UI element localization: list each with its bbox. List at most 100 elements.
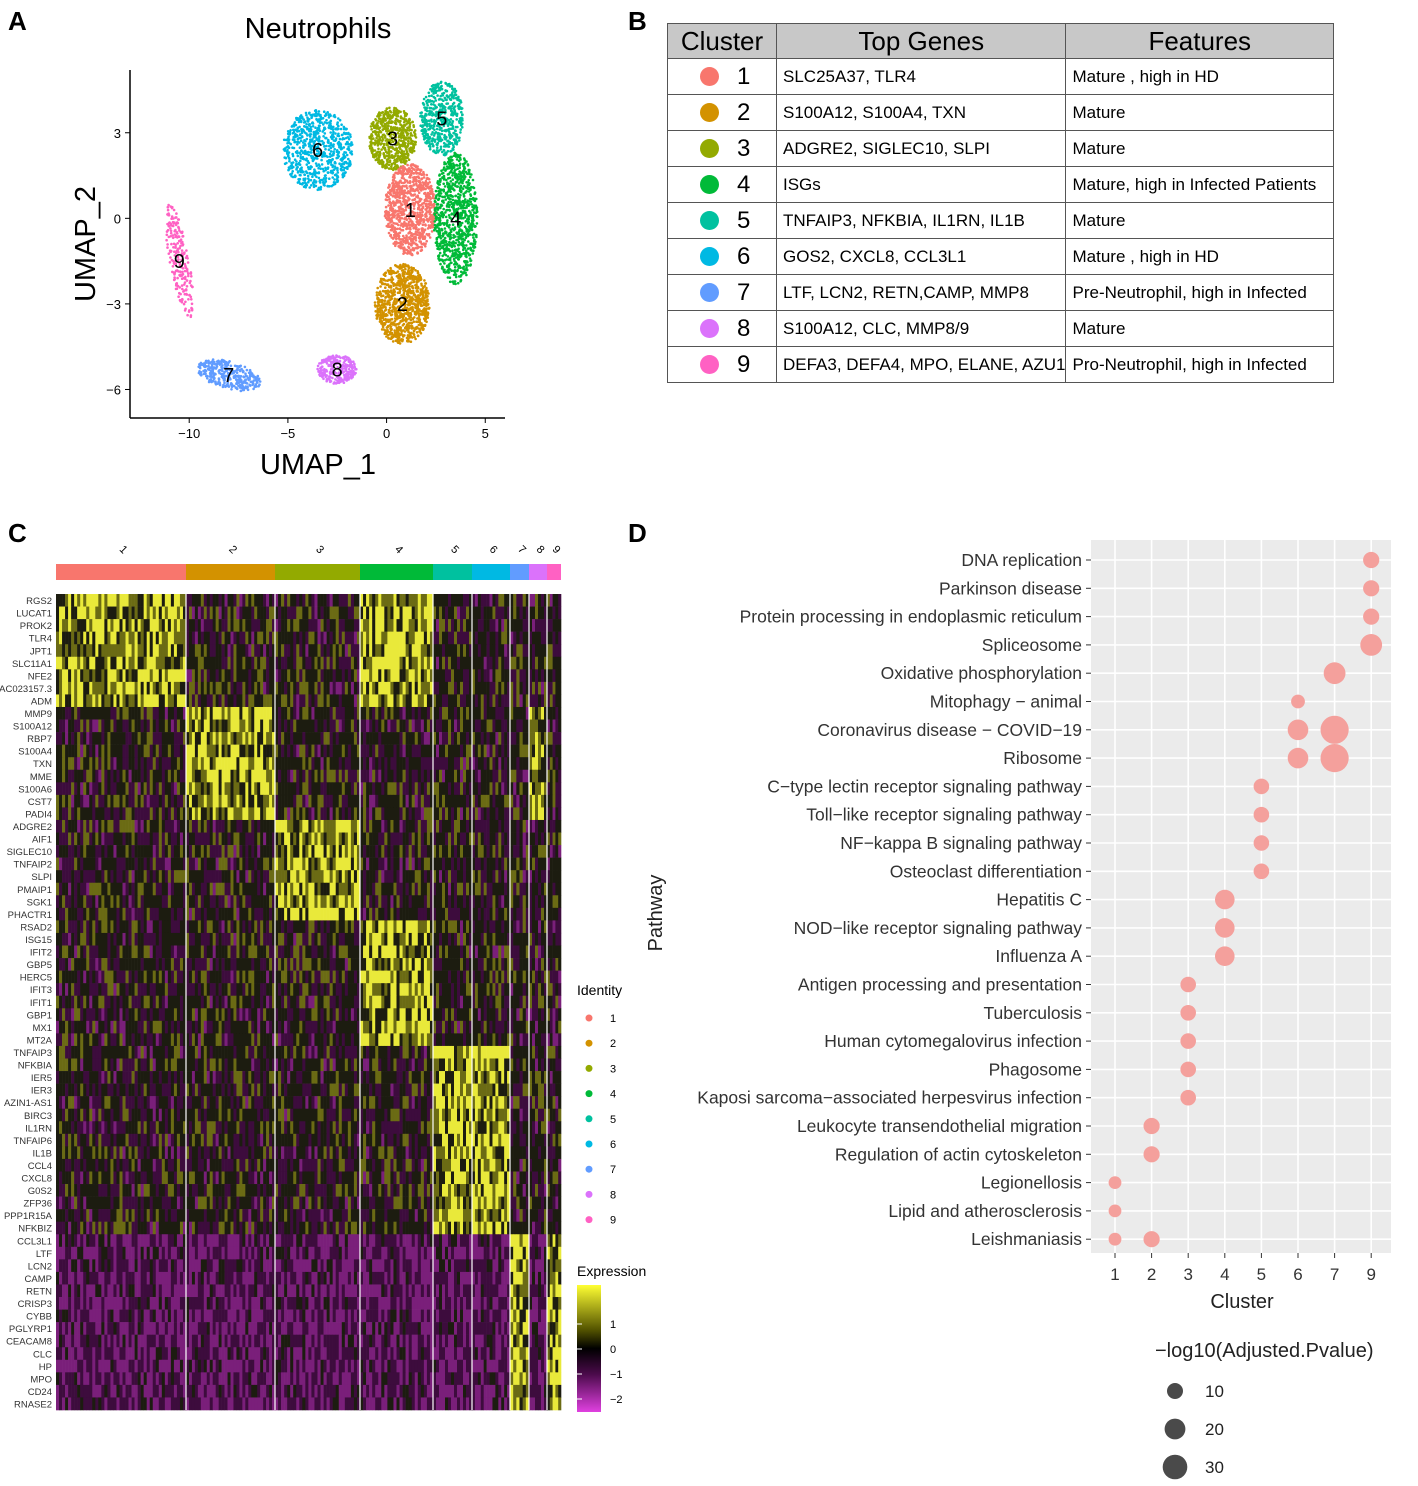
umap-point: [467, 240, 470, 243]
umap-point: [403, 217, 407, 221]
umap-point: [471, 252, 475, 255]
umap-point: [343, 137, 346, 141]
umap-point: [456, 255, 459, 259]
umap-point: [332, 168, 336, 171]
umap-point: [302, 185, 306, 189]
umap-point: [410, 234, 414, 238]
umap-point: [421, 181, 425, 184]
umap-point: [447, 83, 450, 86]
umap-point: [440, 129, 444, 132]
umap-point: [305, 113, 308, 117]
umap-point: [425, 217, 429, 221]
umap-point: [344, 358, 348, 362]
umap-point: [315, 131, 319, 134]
umap-point: [426, 316, 430, 319]
umap-point: [345, 132, 348, 135]
umap-point: [423, 123, 427, 127]
umap-point: [411, 198, 414, 202]
umap-point: [384, 306, 387, 309]
umap-point: [320, 158, 323, 162]
umap-point: [421, 237, 425, 240]
umap-point: [337, 117, 340, 120]
umap-point: [452, 107, 456, 111]
umap-point: [385, 335, 388, 338]
umap-point: [467, 187, 471, 190]
umap-point: [445, 117, 449, 121]
umap-point: [414, 246, 418, 250]
umap-point: [383, 156, 387, 160]
umap-point: [387, 212, 390, 216]
umap-point: [424, 289, 428, 292]
umap-point: [375, 293, 379, 297]
umap-point: [473, 199, 477, 203]
umap-point: [400, 136, 403, 140]
umap-point: [377, 127, 381, 131]
umap-point: [321, 374, 325, 378]
umap-point: [416, 200, 420, 204]
umap-point: [418, 298, 422, 301]
umap-point: [411, 309, 414, 313]
umap-point: [462, 192, 465, 196]
umap-point: [422, 97, 426, 101]
umap-point: [396, 270, 400, 273]
umap-point: [469, 193, 472, 196]
umap-point: [400, 238, 404, 241]
umap-point: [327, 116, 331, 119]
umap-point: [463, 261, 467, 264]
umap-point: [404, 129, 407, 133]
umap-point: [442, 116, 446, 119]
umap-point: [409, 340, 413, 344]
umap-point: [393, 138, 397, 142]
umap-point: [395, 199, 399, 203]
umap-point: [441, 239, 445, 242]
umap-point: [417, 228, 421, 231]
umap-point: [433, 209, 437, 212]
umap-point: [308, 129, 311, 133]
umap-point: [435, 143, 439, 146]
umap-point: [341, 172, 345, 175]
umap-point: [388, 183, 391, 187]
umap-title: Neutrophils: [245, 13, 392, 45]
umap-point: [433, 213, 436, 216]
umap-point: [407, 199, 410, 202]
umap-point: [283, 162, 287, 166]
umap-point: [444, 231, 448, 235]
umap-point: [378, 135, 381, 139]
umap-point: [383, 313, 387, 317]
umap-point: [345, 153, 349, 157]
umap-point: [386, 114, 389, 118]
umap-point: [454, 241, 458, 245]
umap-point: [326, 171, 330, 174]
umap-point: [306, 116, 309, 119]
umap-point: [388, 294, 391, 298]
umap-cluster-6-points: [282, 109, 354, 192]
umap-point: [332, 130, 335, 134]
umap-point: [315, 164, 319, 168]
umap-point: [420, 111, 424, 114]
umap-point: [434, 99, 438, 102]
umap-point: [462, 248, 465, 252]
umap-point: [379, 280, 383, 283]
umap-point: [459, 278, 463, 282]
umap-point: [331, 133, 335, 136]
umap-point: [463, 252, 467, 255]
umap-point: [424, 208, 427, 211]
umap-point: [334, 161, 337, 165]
umap-point: [459, 131, 462, 134]
umap-point: [387, 186, 390, 189]
umap-point: [414, 200, 418, 204]
umap-point: [420, 227, 424, 230]
umap-point: [436, 124, 439, 128]
umap-point: [392, 109, 396, 112]
umap-point: [411, 317, 415, 320]
umap-point: [427, 210, 431, 214]
umap-point: [397, 335, 401, 339]
umap-point: [418, 185, 421, 189]
umap-point: [418, 273, 421, 277]
umap-point: [379, 316, 382, 320]
umap-point: [464, 263, 468, 266]
umap-point: [307, 123, 311, 126]
umap-point: [374, 310, 378, 313]
umap-point: [404, 284, 408, 287]
umap-point: [419, 169, 422, 172]
